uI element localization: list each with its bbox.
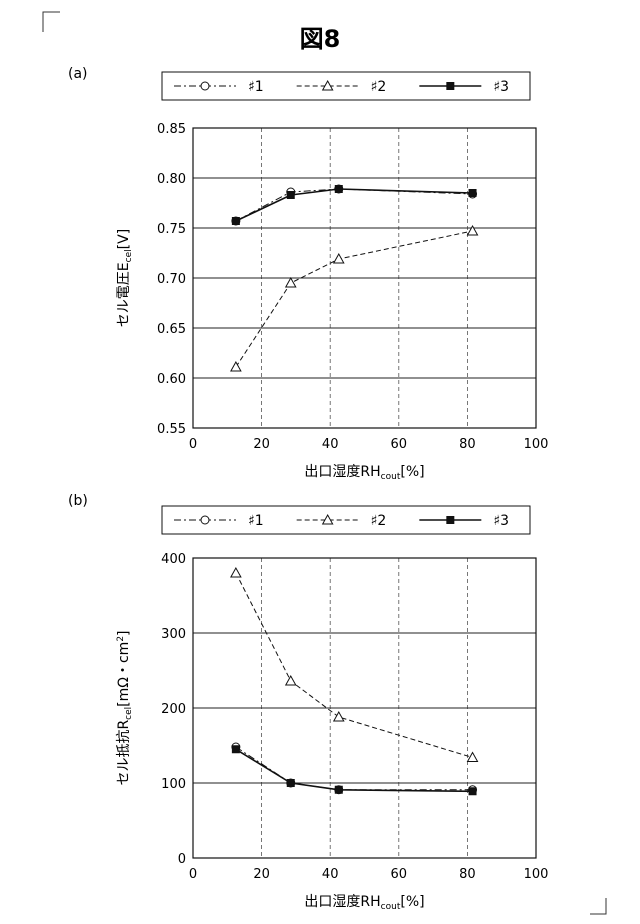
chart-panel-b: (b) 0 20 40 60 80 100 0 100 200 300 400 出口湿度RHcout[%…	[68, 493, 548, 912]
panel-0-legend-marker-2	[321, 79, 334, 91]
panel-0-series-3-point	[286, 191, 295, 199]
panel-0-x-axis-label: 出口湿度RHcout[%]	[304, 464, 424, 482]
panel-1-x-tick-label: 60	[391, 867, 408, 882]
panel-0-legend-label-1: ♯1	[248, 79, 264, 95]
figure-title: 図8	[300, 25, 341, 53]
panel-0-series-3-point	[231, 217, 240, 225]
panel-0-series-2-point	[466, 224, 479, 236]
crop-mark-top-left	[42, 11, 60, 32]
panel-0-plot-frame	[192, 127, 537, 429]
panel-0-x-tick-label: 100	[524, 437, 549, 452]
panel-0-series-3-point	[334, 185, 343, 193]
panel-1-series-3-point	[231, 745, 240, 754]
panel-0-y-tick-label: 0.80	[157, 172, 186, 187]
panel-1-series-3-line	[235, 748, 473, 793]
panel-1-series-2-point	[284, 674, 297, 686]
panel-1-series-2-line	[235, 572, 473, 758]
panel-0-x-tick-label: 20	[253, 437, 270, 452]
panel-0-series-1-line	[235, 188, 473, 222]
panel-0-y-tick-label: 0.75	[157, 222, 186, 237]
panel-1-series-3-point	[468, 787, 477, 796]
panel-1-x-tick-label: 20	[253, 867, 270, 882]
panel-0-legend: ♯1 ♯2 ♯3	[161, 71, 531, 101]
panel-1-x-tick-label: 100	[524, 867, 549, 882]
panel-1-legend-label-1: ♯1	[248, 513, 264, 529]
panel-0-x-tick-label: 80	[459, 437, 476, 452]
panel-1-legend-label-3: ♯3	[493, 513, 509, 529]
panel-0-x-tick-label: 40	[322, 437, 339, 452]
panel-0-series-2-point	[230, 360, 242, 372]
panel-0-y-tick-label: 0.55	[157, 422, 186, 437]
panel-0-series-3-line	[235, 188, 473, 222]
panel-0-legend-label-2: ♯2	[371, 79, 387, 95]
panel-0-y-tick-label: 0.65	[157, 322, 186, 337]
panel-1-series-2-point	[332, 710, 345, 722]
panel-0-y-tick-label: 0.85	[157, 122, 186, 137]
panel-1-legend-marker-1	[200, 515, 210, 525]
panel-1-x-tick-label: 0	[189, 867, 197, 882]
panel-1-x-tick-label: 80	[459, 867, 476, 882]
panel-1-legend: ♯1 ♯2 ♯3	[161, 505, 531, 535]
panel-0-legend-marker-3	[446, 82, 455, 90]
panel-1-y-tick-label: 0	[178, 852, 186, 867]
panel-0-series-2-line	[235, 230, 473, 368]
panel-0-legend-marker-1	[200, 81, 210, 91]
crop-mark-bottom-right	[590, 898, 607, 915]
panel-0-series-2-point	[284, 276, 297, 288]
panel-0-x-tick-label: 60	[391, 437, 408, 452]
panel-1-series-3-point	[286, 779, 295, 787]
panel-1-plot-frame	[192, 557, 537, 859]
chart-panel-a: (a) 0 20 40 60 80 100 0.55 0.60 0.65 0.70 0.75 0.80 0…	[68, 66, 548, 482]
panel-0-series-2-point	[332, 252, 345, 264]
panel-1-y-tick-label: 400	[161, 552, 186, 567]
panel-1-legend-marker-2	[321, 513, 334, 525]
panel-0-y-axis-label: セル電圧Ecel[V]	[116, 229, 134, 327]
panel-1-y-tick-label: 200	[161, 702, 186, 717]
panel-0-series-3-point	[468, 189, 477, 197]
panel-0-legend-label-3: ♯3	[493, 79, 509, 95]
panel-1-series-2-point	[230, 566, 242, 578]
panel-0-y-tick-label: 0.70	[157, 272, 186, 287]
panel-1-y-tick-label: 300	[161, 627, 186, 642]
panel-1-x-axis-label: 出口湿度RHcout[%]	[304, 894, 424, 912]
panel-1-y-tick-label: 100	[161, 777, 186, 792]
panel-0-y-tick-label: 0.60	[157, 372, 186, 387]
panel-0-x-tick-label: 0	[189, 437, 197, 452]
panel-1-legend-label-2: ♯2	[371, 513, 387, 529]
panel-1-series-2-point	[466, 751, 479, 762]
panel-1-x-tick-label: 40	[322, 867, 339, 882]
panel-1-y-axis-label: セル抵抗Rcel[mΩ・cm2]	[116, 630, 134, 785]
panel-1-series-3-point	[334, 785, 343, 794]
panel-1-legend-marker-3	[446, 516, 455, 524]
panel-0-label: (a)	[68, 66, 88, 82]
panel-1-label: (b)	[68, 493, 88, 509]
